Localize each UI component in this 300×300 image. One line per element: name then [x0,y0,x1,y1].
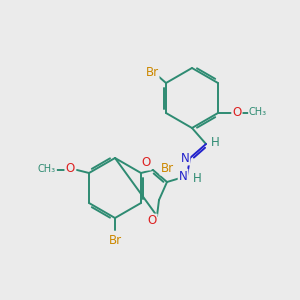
Text: H: H [211,136,219,148]
Text: N: N [178,169,188,182]
Text: O: O [147,214,157,227]
Text: Br: Br [146,67,159,80]
Text: CH₃: CH₃ [249,107,267,117]
Text: H: H [193,172,201,184]
Text: CH₃: CH₃ [38,164,56,174]
Text: N: N [181,152,189,164]
Text: Br: Br [160,161,173,175]
Text: O: O [141,157,151,169]
Text: O: O [65,161,75,175]
Text: Br: Br [108,233,122,247]
Text: O: O [232,106,242,118]
